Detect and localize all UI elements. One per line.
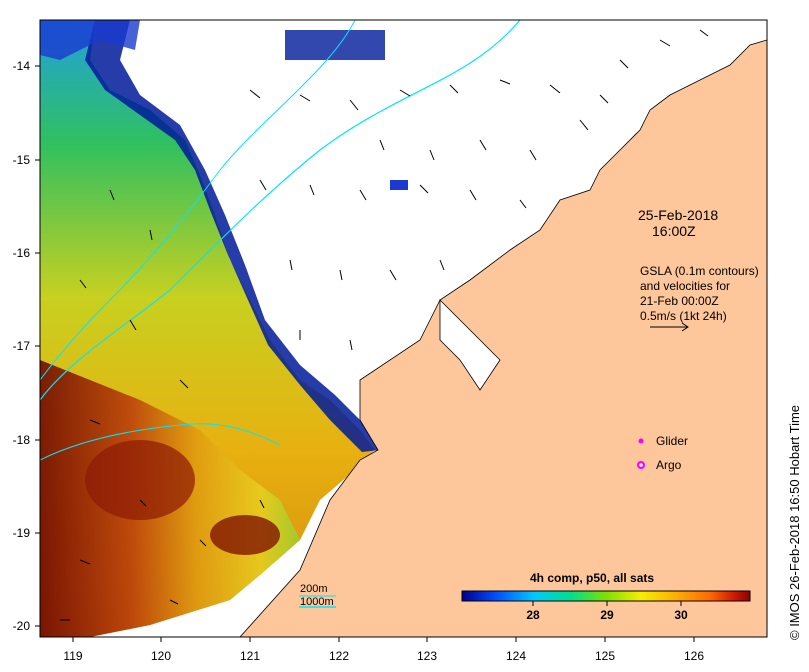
gsla-line-2: and velocities for — [640, 279, 730, 293]
isobath-shelf — [40, 423, 281, 461]
colorbar-title: 4h comp, p50, all sats — [530, 571, 654, 585]
gsla-line-1: GSLA (0.1m contours) — [640, 264, 759, 278]
sst-cold-edge — [85, 20, 380, 452]
colorbar-label: 28 — [526, 608, 540, 622]
y-tick-label: -20 — [13, 619, 31, 633]
sst-cold-top — [40, 20, 140, 60]
x-tick-label: 126 — [684, 649, 704, 663]
isobath-200m — [40, 20, 356, 381]
imos-credit: © IMOS 26-Feb-2018 16:50 Hobart Time — [787, 404, 802, 640]
x-tick-label: 125 — [595, 649, 615, 663]
isobath-1000m-label: 1000m — [300, 596, 334, 608]
x-tick-label: 121 — [240, 649, 260, 663]
colorbar-label: 30 — [674, 608, 688, 622]
plot-frame — [39, 19, 768, 638]
land-bay — [439, 299, 501, 391]
velocity-arrows — [60, 29, 709, 621]
y-tick-label: -15 — [13, 153, 31, 167]
map-date: 25-Feb-2018 — [638, 207, 718, 223]
y-tick-label: -14 — [13, 59, 31, 73]
sst-hot-spot-2 — [210, 515, 280, 555]
x-tick-label: 119 — [63, 649, 82, 663]
argo-legend-label: Argo — [656, 458, 682, 472]
colorbar — [461, 590, 751, 602]
land — [239, 20, 767, 637]
y-tick-label: -16 — [13, 246, 31, 260]
x-tick-label: 122 — [329, 649, 349, 663]
gsla-line-3: 21-Feb 00:00Z — [640, 294, 719, 308]
glider-legend-label: Glider — [656, 434, 688, 448]
map-time: 16:00Z — [652, 223, 696, 239]
y-tick-label: -17 — [13, 339, 31, 353]
glider-marker — [638, 438, 644, 444]
gsla-line-4: 0.5m/s (1kt 24h) — [640, 309, 727, 323]
x-tick-label: 120 — [151, 649, 171, 663]
x-tick-label: 123 — [417, 649, 437, 663]
reference-arrow — [650, 322, 689, 332]
sst-small-patch — [390, 180, 408, 190]
y-tick-label: -19 — [13, 526, 31, 540]
axis-ticks — [35, 65, 695, 642]
isobath-1000m — [40, 20, 521, 401]
sst-hot-spot — [85, 440, 195, 520]
x-tick-label: 124 — [506, 649, 526, 663]
colorbar-label: 29 — [600, 608, 614, 622]
sst-cold-patch — [285, 30, 385, 60]
y-tick-label: -18 — [13, 433, 31, 447]
isobath-200m-label: 200m — [300, 583, 328, 595]
argo-marker — [637, 461, 645, 469]
